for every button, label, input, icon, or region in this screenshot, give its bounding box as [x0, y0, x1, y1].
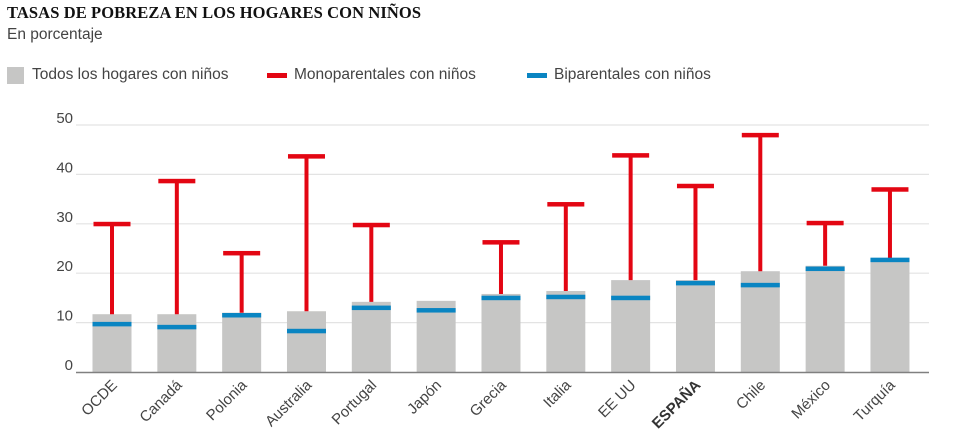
bi-marker-canadá — [157, 324, 197, 330]
mono-cap-grecia — [482, 240, 520, 245]
y-tick-label-0: 0 — [65, 357, 73, 374]
mono-cap-australia — [287, 154, 325, 159]
bar-canadá — [157, 314, 197, 372]
mono-cap-españa — [676, 183, 714, 189]
bi-marker-ee-uu — [611, 295, 651, 301]
legend-item-biparentales: Biparentales con niños — [527, 64, 711, 86]
x-tick-label-portugal: Portugal — [329, 377, 381, 429]
bar-layer — [92, 258, 910, 372]
mono-cap-italia — [547, 202, 585, 207]
bar-portugal — [351, 301, 391, 372]
bar-méxico — [805, 265, 845, 372]
legend-item-todos: Todos los hogares con niños — [7, 64, 228, 86]
bi-marker-chile — [740, 282, 780, 288]
bar-turquía — [870, 258, 910, 372]
bar-chile — [740, 271, 780, 372]
monoparentales-layer — [93, 132, 909, 315]
y-tick-label-50: 50 — [56, 110, 73, 127]
mono-cap-ee-uu — [612, 153, 650, 158]
x-tick-label-italia: Italia — [540, 376, 575, 411]
x-tick-label-turquía: Turquía — [851, 376, 900, 425]
legend-label-todos: Todos los hogares con niños — [32, 66, 229, 83]
legend-label-monoparentales: Monoparentales con niños — [294, 66, 476, 83]
bar-japón — [416, 300, 456, 372]
bar-polonia — [222, 312, 262, 372]
bar-ee-uu — [611, 280, 651, 372]
mono-cap-turquía — [871, 187, 909, 192]
x-tick-label-méxico: México — [788, 377, 834, 423]
bi-marker-polonia — [222, 312, 262, 318]
mono-cap-méxico — [806, 220, 844, 226]
x-tick-label-españa: ESPAÑA — [648, 376, 704, 432]
chart-subtitle: En porcentaje — [7, 26, 103, 43]
y-tick-label-10: 10 — [56, 308, 73, 325]
mono-cap-chile — [741, 132, 779, 138]
legend-swatch-monoparentales — [267, 72, 287, 78]
bi-marker-turquía — [870, 257, 910, 263]
x-tick-label-grecia: Grecia — [467, 376, 511, 420]
bar-españa — [675, 280, 715, 372]
x-tick-label-polonia: Polonia — [203, 376, 251, 424]
bar-italia — [546, 290, 586, 372]
y-tick-label-30: 30 — [56, 209, 73, 226]
mono-cap-polonia — [223, 250, 261, 256]
bi-marker-australia — [286, 328, 326, 334]
x-tick-label-ocde: OCDE — [78, 377, 121, 420]
bar-grecia — [481, 293, 521, 372]
x-tick-label-canadá: Canadá — [136, 376, 186, 426]
bi-marker-españa — [675, 280, 715, 286]
legend-label-biparentales: Biparentales con niños — [554, 66, 711, 83]
bi-marker-grecia — [481, 295, 521, 301]
category-label-layer: OCDE Canadá Polonia Australia Portugal Japón G… — [78, 376, 899, 432]
x-tick-label-chile: Chile — [733, 377, 769, 413]
mono-cap-portugal — [352, 222, 390, 228]
y-tick-label-40: 40 — [56, 159, 73, 176]
bi-marker-portugal — [351, 305, 391, 311]
bi-marker-ocde — [92, 321, 132, 327]
mono-cap-canadá — [158, 178, 196, 184]
x-tick-label-ee-uu: EE UU — [595, 377, 639, 421]
bi-marker-italia — [546, 294, 586, 300]
x-tick-label-japón: Japón — [404, 377, 445, 418]
bar-australia — [286, 311, 326, 372]
chart-title: TASAS DE POBREZA EN LOS HOGARES CON NIÑO… — [7, 3, 422, 22]
biparentales-layer — [92, 257, 910, 334]
axis-layer: 0 10 20 30 40 50 — [56, 110, 929, 374]
legend-item-monoparentales: Monoparentales con niños — [267, 64, 476, 86]
legend-swatch-biparentales — [527, 72, 547, 78]
bi-marker-japón — [416, 308, 456, 313]
bi-marker-méxico — [805, 266, 845, 272]
mono-cap-ocde — [93, 221, 131, 227]
y-tick-label-20: 20 — [56, 258, 73, 275]
legend-swatch-todos — [7, 66, 24, 84]
x-tick-label-australia: Australia — [262, 376, 316, 430]
